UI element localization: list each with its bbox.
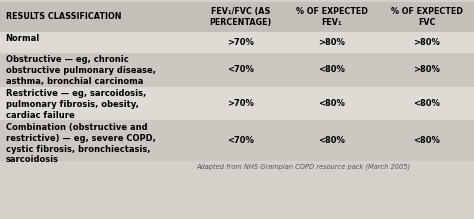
Text: <80%: <80% — [319, 136, 345, 145]
Text: <80%: <80% — [319, 65, 345, 74]
Text: Combination (obstructive and
restrictive) — eg, severe COPD,
cystic fibrosis, br: Combination (obstructive and restrictive… — [6, 123, 155, 164]
Text: >80%: >80% — [319, 38, 345, 47]
Text: <80%: <80% — [413, 136, 440, 145]
Bar — [0, 87, 474, 120]
Bar — [0, 53, 474, 87]
Text: >80%: >80% — [413, 65, 440, 74]
Bar — [0, 120, 474, 161]
Text: >70%: >70% — [227, 38, 254, 47]
Text: % OF EXPECTED
FVC: % OF EXPECTED FVC — [391, 7, 463, 27]
Text: <70%: <70% — [227, 136, 254, 145]
Bar — [0, 2, 474, 32]
Text: RESULTS CLASSIFICATION: RESULTS CLASSIFICATION — [6, 12, 121, 21]
Text: Restrictive — eg, sarcoidosis,
pulmonary fibrosis, obesity,
cardiac failure: Restrictive — eg, sarcoidosis, pulmonary… — [6, 89, 146, 120]
Text: Obstructive — eg, chronic
obstructive pulmonary disease,
asthma, bronchial carci: Obstructive — eg, chronic obstructive pu… — [6, 55, 155, 86]
Text: Adapted from NHS Grampian COPD resource pack (March 2005): Adapted from NHS Grampian COPD resource … — [197, 163, 411, 170]
Text: Normal: Normal — [6, 34, 40, 43]
Text: >80%: >80% — [413, 38, 440, 47]
Text: FEV₁/FVC (AS
PERCENTAGE): FEV₁/FVC (AS PERCENTAGE) — [210, 7, 272, 27]
Text: <70%: <70% — [227, 65, 254, 74]
Text: <80%: <80% — [319, 99, 345, 108]
Text: <80%: <80% — [413, 99, 440, 108]
Text: % OF EXPECTED
FEV₁: % OF EXPECTED FEV₁ — [296, 7, 368, 27]
Bar — [0, 32, 474, 53]
Text: >70%: >70% — [227, 99, 254, 108]
